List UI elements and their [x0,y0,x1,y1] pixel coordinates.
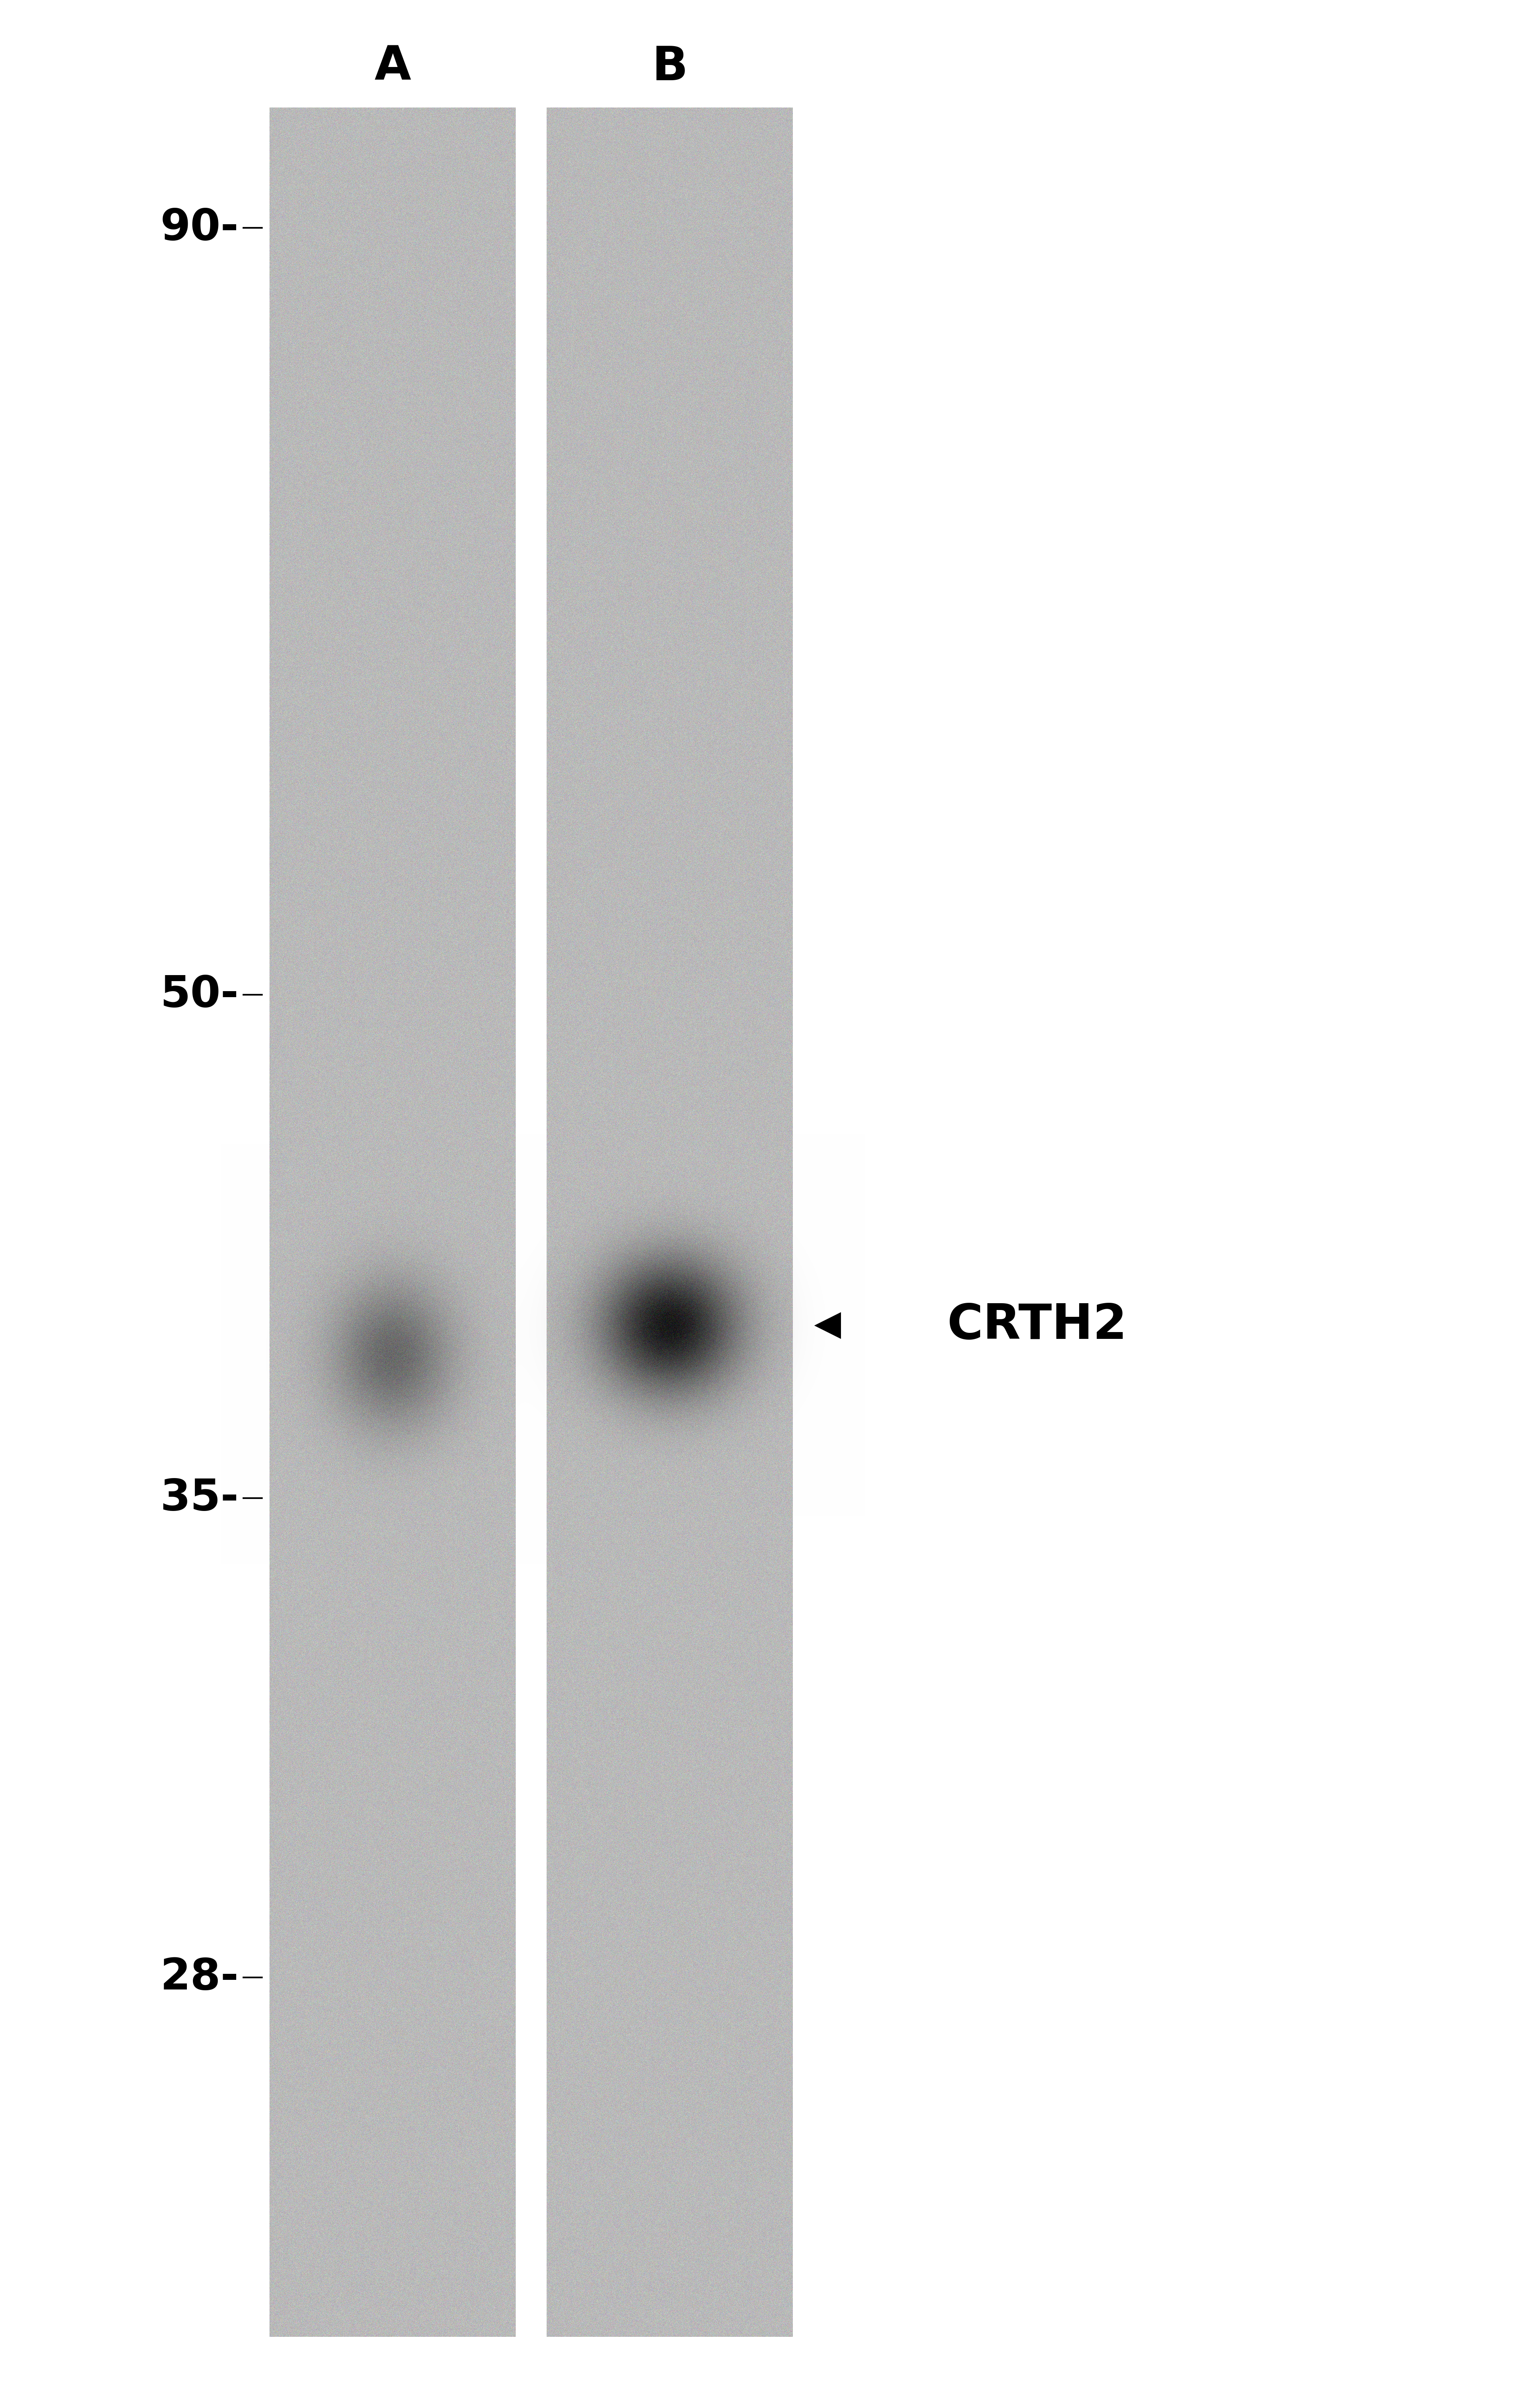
Text: A: A [374,43,411,91]
Text: B: B [651,43,688,91]
Text: 50-: 50- [160,973,239,1016]
Text: 90-: 90- [160,206,239,249]
Text: CRTH2: CRTH2 [947,1302,1127,1350]
Text: 28-: 28- [160,1956,239,1999]
Text: 35-: 35- [160,1477,239,1520]
